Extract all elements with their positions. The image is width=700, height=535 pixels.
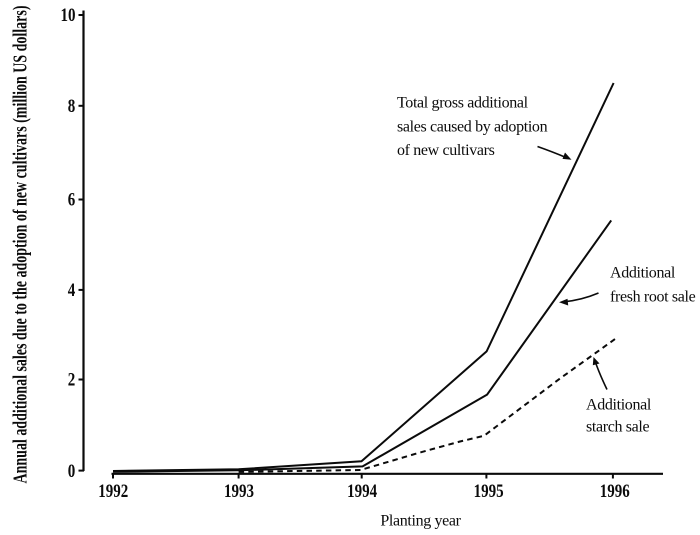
svg-text:8: 8 [68, 95, 75, 116]
svg-text:Additional: Additional [586, 396, 652, 413]
svg-text:2: 2 [68, 369, 75, 390]
svg-text:sales caused by adoption: sales caused by adoption [397, 119, 548, 136]
svg-text:starch sale: starch sale [586, 419, 649, 436]
svg-text:Planting year: Planting year [380, 513, 461, 530]
svg-text:1995: 1995 [474, 480, 504, 501]
svg-text:4: 4 [68, 280, 76, 301]
svg-text:10: 10 [61, 5, 76, 26]
svg-text:1994: 1994 [347, 480, 377, 501]
svg-text:0: 0 [68, 460, 75, 481]
svg-text:6: 6 [68, 189, 75, 210]
svg-text:Total gross additional: Total gross additional [397, 95, 529, 112]
svg-text:1992: 1992 [98, 480, 128, 501]
svg-text:1996: 1996 [600, 480, 630, 501]
svg-text:1993: 1993 [224, 480, 254, 501]
svg-text:Additional: Additional [610, 265, 676, 282]
svg-text:fresh root sale: fresh root sale [610, 289, 696, 306]
svg-text:of new cultivars: of new cultivars [397, 142, 495, 159]
svg-text:Annual additional sales due to: Annual additional sales due to the adopt… [8, 5, 31, 483]
